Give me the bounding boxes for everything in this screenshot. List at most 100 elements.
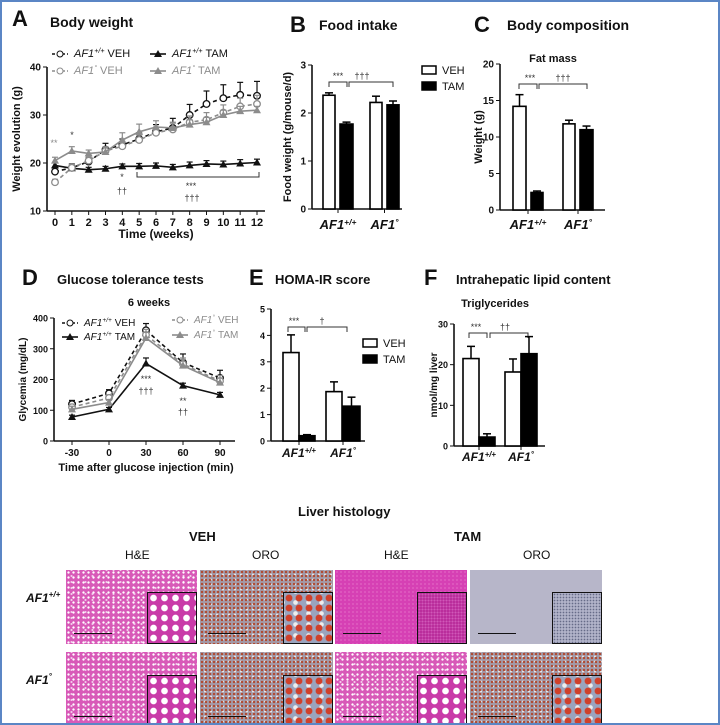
y-tick-label: 400	[33, 314, 48, 324]
bar-tam	[298, 434, 316, 442]
series-af1-tam-3	[68, 331, 224, 413]
gene-text: AF1	[83, 318, 102, 329]
x-tick-label: AF1°	[329, 446, 357, 460]
series-af1-tam-3	[51, 105, 261, 164]
gene-text: AF1	[73, 65, 94, 77]
data-point	[67, 147, 76, 154]
gene-text: AF1	[83, 332, 102, 343]
genotype-superscript: +/+	[534, 217, 546, 227]
legend-swatch-tam	[362, 354, 378, 364]
significance-marker: ***	[471, 322, 482, 332]
y-tick-label: 3	[300, 61, 306, 72]
data-point	[236, 90, 245, 99]
legend-label: TAM	[383, 354, 405, 366]
bar-tam	[520, 352, 538, 447]
y-tick-label: 1	[300, 157, 306, 168]
y-tick-label: 30	[438, 320, 448, 330]
data-point	[253, 106, 261, 114]
data-point	[105, 398, 113, 406]
y-tick-label: 20	[30, 159, 42, 170]
legend-marker	[66, 319, 74, 327]
genotype-superscript: °	[212, 313, 215, 321]
bar-veh	[462, 357, 480, 447]
gene-text: AF1	[281, 446, 305, 460]
y-tick-label: 10	[483, 133, 495, 144]
chart-subtitle: Triglycerides	[461, 298, 529, 310]
scale-bar	[208, 632, 246, 634]
data-point	[68, 413, 76, 421]
legend-label: AF1° TAM	[171, 64, 220, 77]
scale-bar	[343, 632, 381, 634]
x-tick-label: AF1+/+	[281, 446, 316, 460]
significance-marker: †††	[354, 71, 369, 81]
x-tick-label: 6	[153, 217, 159, 229]
bar-tam	[339, 123, 354, 210]
treatment-text: TAM	[218, 330, 238, 341]
data-point	[105, 405, 113, 413]
bar-veh	[562, 123, 576, 211]
legend-label: AF1+/+ VEH	[83, 317, 135, 329]
significance-marker: ***	[186, 181, 197, 191]
significance-marker: ††	[178, 407, 188, 417]
data-point	[51, 178, 59, 187]
chart-subtitle: 6 weeks	[128, 297, 170, 309]
x-tick-label: 5	[136, 217, 142, 229]
data-point	[68, 405, 76, 413]
row-genotype-sup: +/+	[48, 590, 61, 599]
bar-veh	[504, 371, 522, 447]
gene-text: AF1	[329, 446, 353, 460]
data-point	[216, 390, 224, 398]
stain-label-oro-veh: ORO	[252, 548, 280, 562]
data-point	[219, 111, 228, 118]
genotype-superscript: °	[531, 450, 535, 459]
y-tick-label: 30	[30, 111, 42, 122]
significance-marker: ††	[500, 322, 510, 332]
y-axis-label: Weight evolution (g)	[11, 86, 23, 192]
data-point	[118, 135, 127, 143]
y-tick-label: 40	[30, 63, 42, 74]
y-tick-label: 20	[483, 60, 495, 71]
genotype-superscript: +/+	[485, 450, 497, 459]
significance-marker: ***	[525, 73, 536, 83]
genotype-superscript: °	[212, 328, 215, 336]
y-tick-label: 3	[260, 357, 265, 367]
x-tick-label: 30	[140, 448, 152, 459]
significance-marker: ***	[289, 316, 300, 326]
y-tick-label: 10	[30, 207, 42, 218]
histology-image-wt-tam-oro	[470, 570, 602, 644]
genotype-superscript: +/+	[94, 47, 104, 55]
legend-marker	[66, 333, 74, 340]
panel-c-letter: C	[474, 12, 490, 37]
stain-label-oro-tam: ORO	[523, 548, 551, 562]
data-point	[135, 127, 144, 135]
y-tick-label: 2	[300, 109, 306, 120]
legend-swatch-veh	[421, 65, 437, 75]
x-tick-label: 10	[217, 217, 229, 229]
histology-inset	[552, 675, 602, 723]
legend-label: AF1° TAM	[193, 328, 238, 341]
x-tick-label: AF1+/+	[319, 217, 357, 232]
data-point	[67, 163, 76, 172]
x-tick-label: 0	[52, 217, 58, 229]
legend-marker	[154, 67, 162, 74]
histology-image-mut-veh-oro	[200, 652, 333, 723]
bar-veh	[512, 105, 527, 211]
legend-label: AF1° VEH	[73, 64, 123, 77]
genotype-superscript: °	[589, 217, 593, 227]
x-tick-label: AF1+/+	[509, 217, 547, 232]
histology-image-wt-veh-he	[66, 570, 197, 644]
treatment-text: TAM	[206, 48, 228, 60]
group-label-veh: VEH	[189, 529, 216, 544]
gene-text: AF1	[193, 315, 212, 326]
panel-a-title: Body weight	[50, 14, 134, 30]
significance-marker: ††	[117, 186, 127, 196]
x-tick-label: 8	[187, 217, 193, 229]
histology-inset	[283, 675, 333, 723]
data-point	[219, 160, 228, 168]
data-point	[236, 107, 245, 115]
y-tick-label: 0	[43, 437, 48, 447]
x-tick-label: 11	[234, 217, 246, 229]
group-label-tam: TAM	[454, 529, 482, 544]
panel-c-title: Body composition	[507, 17, 630, 33]
